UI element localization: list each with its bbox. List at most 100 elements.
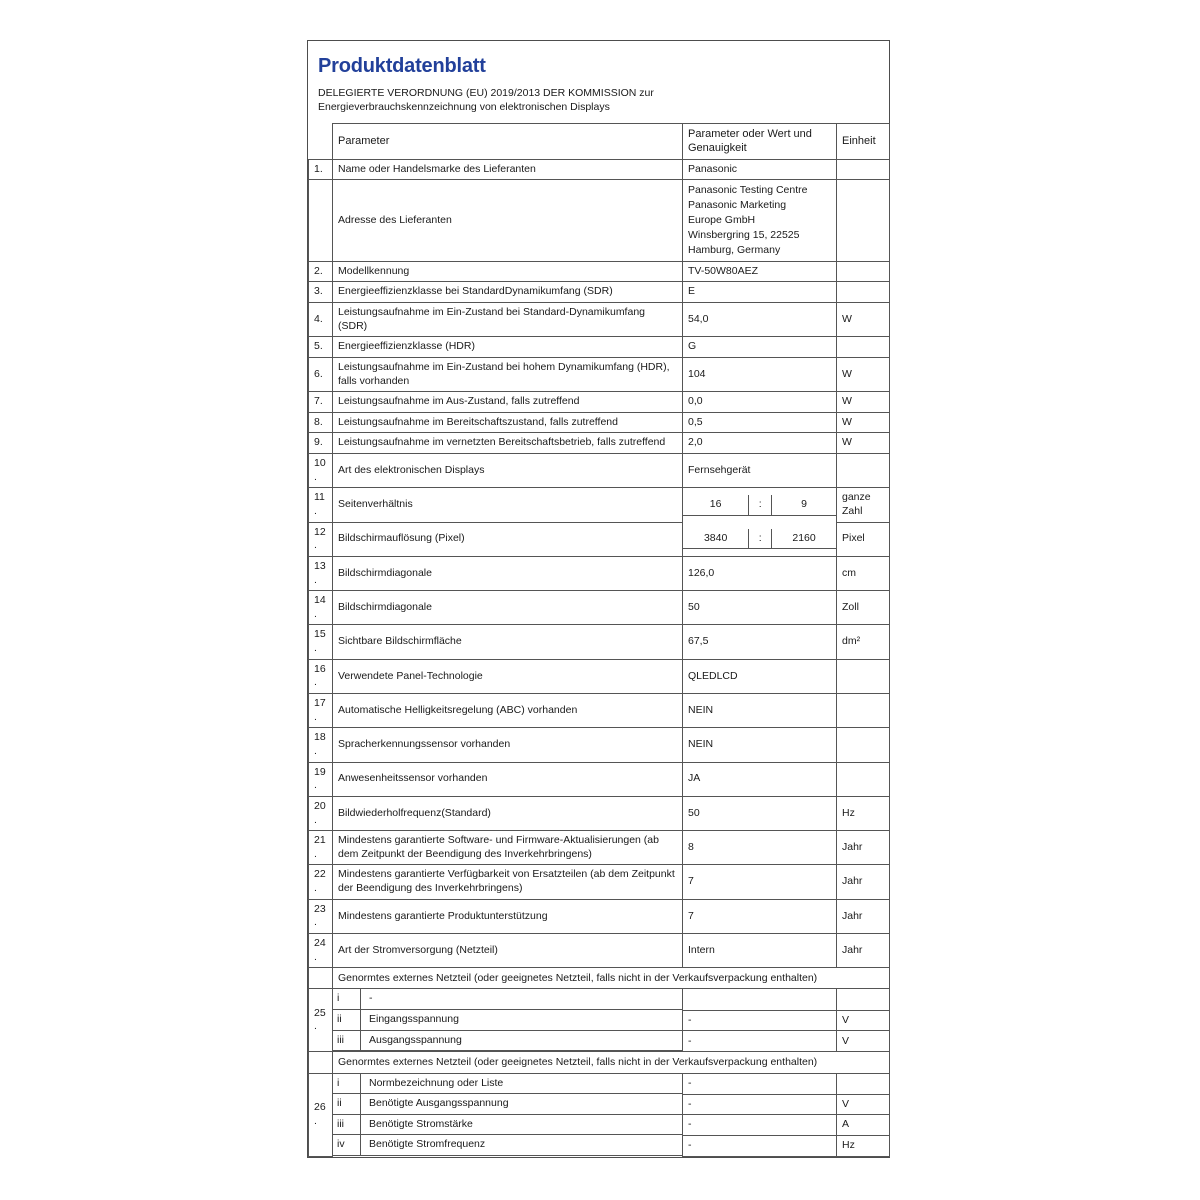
group-26-heading-row: Genormtes externes Netzteil (oder geeign… [308, 1051, 890, 1074]
row-parameter-label: Art der Stromversorgung (Netzteil) [332, 933, 683, 969]
group-25-subrow-unit: V [836, 1030, 890, 1053]
row-value: 2,0 [682, 432, 837, 455]
group-26-subrow-parameter: iii Benötigte Stromstärke [333, 1114, 683, 1136]
row-value: QLEDLCD [682, 658, 837, 695]
group-26-subrow: 26. i Normbezeichnung oder Liste - [308, 1072, 890, 1157]
ratio-separator: : [748, 528, 773, 550]
row-value: Fernsehgerät [682, 453, 837, 489]
row-parameter-label: Bildschirmdiagonale [332, 555, 683, 592]
group-26-number: 26. [308, 1072, 333, 1157]
row-value-ratio: 16:9 [683, 488, 837, 522]
table-row: 15. Sichtbare Bildschirmfläche 67,5 dm² [308, 624, 890, 660]
row-value: Intern [682, 933, 837, 969]
row-unit: W [836, 411, 890, 434]
group-25-subrow-unit [836, 988, 890, 1011]
table-row: 8. Leistungsaufnahme im Bereitschaftszust… [308, 411, 890, 434]
group-26-subrow-label: Benötigte Stromfrequenz [360, 1135, 682, 1157]
row-unit [836, 260, 890, 283]
group-26-roman-numeral: iv [333, 1135, 361, 1157]
group-26-roman-numeral: i [333, 1073, 361, 1095]
group-26-subrow-value: - [682, 1134, 837, 1157]
table-row: 13. Bildschirmdiagonale 126,0 cm [308, 555, 890, 592]
table-body: Parameter Parameter oder Wert und Genauig… [308, 122, 890, 1157]
row-value: 0,5 [682, 411, 837, 434]
table-row: 4. Leistungsaufnahme im Ein-Zustand bei S… [308, 301, 890, 338]
row-unit [836, 761, 890, 797]
table-row: Adresse des Lieferanten Panasonic Testing… [308, 179, 890, 262]
group-26-subrow-parameter: i Normbezeichnung oder Liste [333, 1073, 683, 1095]
row-number: 3. [308, 281, 333, 303]
group-25-subrow-value: - [682, 1009, 837, 1032]
group-26-subrow-unit: Hz [836, 1134, 890, 1157]
row-value: 7 [682, 898, 837, 935]
row-parameter-label: Leistungsaufnahme im Bereitschaftszustan… [332, 411, 683, 434]
row-number: 6. [308, 356, 333, 393]
group-25-subrow-value [682, 988, 837, 1011]
row-parameter-label: Adresse des Lieferanten [332, 179, 683, 262]
row-value: 50 [682, 795, 837, 832]
row-value: 54,0 [682, 301, 837, 338]
row-unit: Jahr [836, 933, 890, 969]
row-parameter-label: Mindestens garantierte Produktunterstütz… [332, 898, 683, 935]
group-26-heading: Genormtes externes Netzteil (oder geeign… [332, 1051, 890, 1074]
row-unit [836, 158, 890, 181]
row-value: NEIN [682, 693, 837, 729]
row-number: 7. [308, 391, 333, 413]
table-row: 3. Energieeffizienzklasse bei StandardDyn… [308, 281, 890, 303]
row-value: Panasonic Testing Centre Panasonic Market… [682, 179, 837, 262]
group-25-heading-row: Genormtes externes Netzteil (oder geeign… [308, 967, 890, 990]
row-unit: W [836, 432, 890, 455]
specification-table: Parameter Parameter oder Wert und Genauig… [308, 122, 890, 1157]
table-row: 6. Leistungsaufnahme im Ein-Zustand bei h… [308, 356, 890, 393]
row-number: 10. [308, 453, 333, 489]
row-parameter-label: Mindestens garantierte Software- und Fir… [332, 830, 683, 866]
row-value: G [682, 336, 837, 358]
group-26-subrow-parameter: ii Benötigte Ausgangsspannung [333, 1094, 683, 1115]
row-unit [836, 658, 890, 695]
ratio-value-b: 2160 [771, 528, 836, 550]
ratio-separator: : [748, 494, 773, 516]
row-unit [836, 336, 890, 358]
table-row: 16. Verwendete Panel-Technologie QLEDLCD [308, 658, 890, 695]
table-row: 20. Bildwiederholfrequenz(Standard) 50 Hz [308, 795, 890, 832]
group-25-subrow-parameter: i- [333, 989, 683, 1011]
row-number: 11. [308, 487, 333, 523]
table-row: 14. Bildschirmdiagonale 50 Zoll [308, 590, 890, 626]
row-value: 126,0 [682, 555, 837, 592]
table-row: 10. Art des elektronischen Displays Fernse… [308, 453, 890, 489]
row-unit [836, 453, 890, 489]
group-25-subrow-parameter: ii Eingangsspannung [333, 1010, 683, 1031]
row-unit: cm [836, 555, 890, 592]
row-unit: Jahr [836, 898, 890, 935]
group-25-subrow: 25. i - [308, 988, 890, 1053]
table-row: 11. Seitenverhältnis 16:9 ganze Zahl [308, 487, 890, 523]
row-number: 15. [308, 624, 333, 660]
group-26-subrow-unit: V [836, 1093, 890, 1116]
document-header: Produktdatenblatt DELEGIERTE VERORDNUNG … [308, 41, 889, 123]
row-parameter-label: Modellkennung [332, 260, 683, 283]
table-row: 5. Energieeffizienzklasse (HDR) G [308, 336, 890, 358]
row-value-ratio: 3840:2160 [683, 522, 837, 556]
row-unit: W [836, 301, 890, 338]
group-26-subrow-value: - [682, 1114, 837, 1136]
table-header-row: Parameter Parameter oder Wert und Genauig… [308, 122, 890, 160]
group-25-subrow-label: - [360, 989, 682, 1011]
group-26-heading-number-spacer [308, 1051, 333, 1074]
page-title: Produktdatenblatt [318, 55, 486, 77]
group-25-heading: Genormtes externes Netzteil (oder geeign… [332, 967, 890, 990]
row-parameter-label: Energieeffizienzklasse (HDR) [332, 336, 683, 358]
ratio-value-a: 3840 [683, 528, 750, 550]
table-row: 12. Bildschirmauflösung (Pixel) 3840:2160 P… [308, 521, 890, 557]
row-parameter-label: Leistungsaufnahme im Ein-Zustand bei Sta… [332, 301, 683, 338]
row-unit: W [836, 356, 890, 393]
row-unit: Jahr [836, 830, 890, 866]
row-value: 50 [682, 590, 837, 626]
group-26-subrow-label: Benötigte Stromstärke [360, 1114, 682, 1136]
table-row: 17. Automatische Helligkeitsregelung (ABC… [308, 693, 890, 729]
row-parameter-label: Sichtbare Bildschirmfläche [332, 624, 683, 660]
table-row: 1. Name oder Handelsmarke des Lieferanten… [308, 158, 890, 181]
row-number: 18. [308, 727, 333, 763]
table-row: 7. Leistungsaufnahme im Aus-Zustand, fall… [308, 391, 890, 413]
group-26-subrow-parameter: iv Benötigte Stromfrequenz [333, 1135, 683, 1157]
group-25-subrow-unit: V [836, 1009, 890, 1032]
